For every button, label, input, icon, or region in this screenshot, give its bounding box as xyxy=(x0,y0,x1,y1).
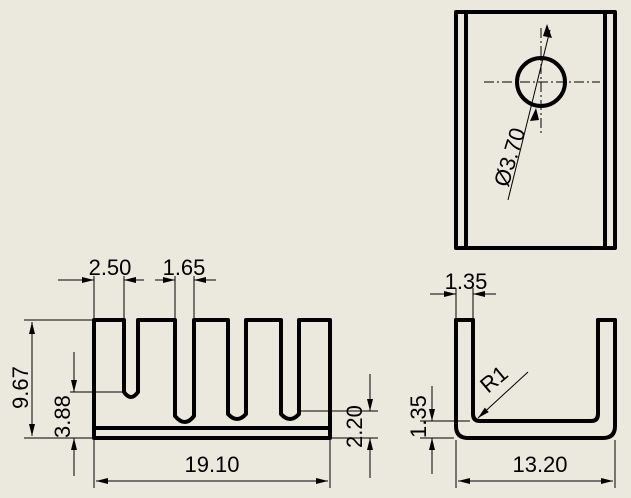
front-view-profile xyxy=(92,318,332,440)
fin-pitch-label: 2.50 xyxy=(89,255,132,280)
overall-width-label: 19.10 xyxy=(184,452,239,477)
bend-radius-leader xyxy=(477,371,529,419)
top-view-outline xyxy=(454,10,617,250)
fin-gap-label: 1.65 xyxy=(163,255,206,280)
side-view: 1.35 1.35 R1 13.20 xyxy=(406,269,617,488)
slot-depth-label: 3.88 xyxy=(50,395,75,438)
side-width-label: 13.20 xyxy=(512,452,567,477)
side-view-outer-profile xyxy=(454,318,617,440)
wall-thickness-side-label: 1.35 xyxy=(406,395,431,438)
base-height-label: 2.20 xyxy=(342,405,367,448)
hole-diameter-leader xyxy=(507,29,551,201)
hole-diameter-arrow-lower xyxy=(530,108,539,121)
wall-thickness-top-label: 1.35 xyxy=(445,269,488,294)
hole-diameter-arrow xyxy=(543,24,552,38)
front-view: 2.50 1.65 9.67 3.88 2.20 19.10 xyxy=(8,255,378,488)
hole-diameter-label: Ø3.70 xyxy=(489,125,530,190)
side-view-inner-profile xyxy=(471,318,600,423)
overall-height-label: 9.67 xyxy=(8,366,33,409)
bend-radius-label: R1 xyxy=(475,361,513,398)
top-view: Ø3.70 xyxy=(454,10,617,250)
